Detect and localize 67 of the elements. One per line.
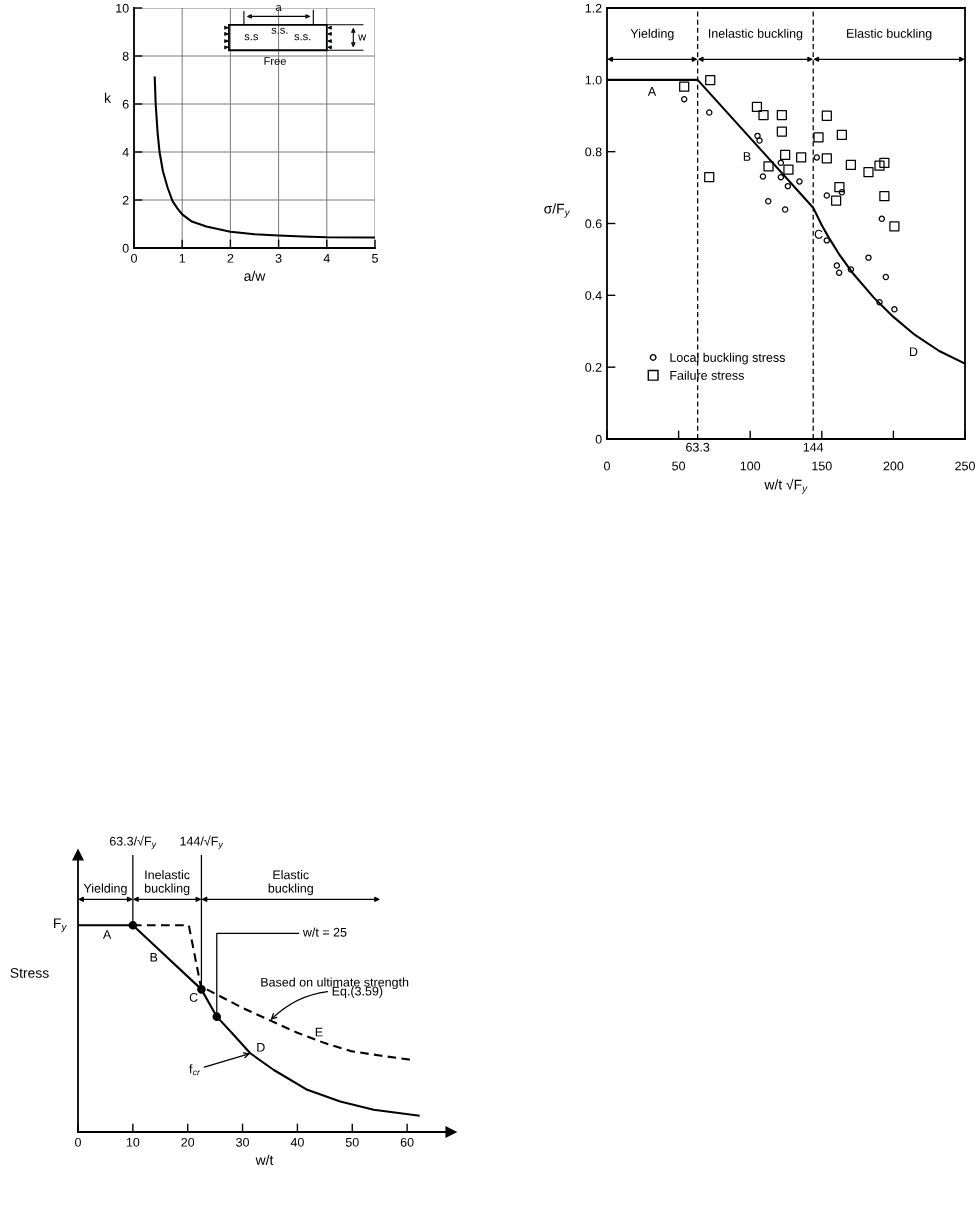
x-axis-title: w/t √F$_{y}$: [764, 478, 808, 494]
x-tick-label: 1: [179, 254, 186, 263]
annotation: C: [814, 229, 823, 239]
text: F$_{y}$: [54, 918, 67, 933]
text: Inelastic buckling: [145, 870, 190, 896]
annotation: s.s: [244, 34, 259, 41]
annotation: w/t = 25: [302, 927, 347, 937]
x-tick-label: 30: [236, 1137, 250, 1147]
annotation: a: [275, 5, 282, 12]
annotation: E: [315, 1027, 323, 1037]
y-tick-label: 1.0: [585, 75, 602, 85]
x-tick-label: 40: [290, 1137, 304, 1147]
legend-label: Local buckling stress: [670, 352, 785, 365]
text: Elastic buckling: [268, 870, 313, 896]
x-tick-label: 200: [883, 461, 904, 471]
x-tick-label: 50: [345, 1137, 359, 1147]
annotation: w: [358, 34, 367, 41]
annotation: Free: [264, 57, 286, 65]
x-tick-label: 3: [275, 253, 282, 263]
annotation: D: [909, 347, 918, 357]
annotation: Inelastic buckling: [708, 28, 803, 41]
y-axis-title: σ/F$_{y}$: [544, 203, 571, 218]
x-tick-label: 5: [372, 254, 378, 263]
y-tick-label: 8: [122, 51, 129, 61]
annotation: C: [189, 992, 198, 1002]
text: Yielding: [83, 883, 127, 896]
legend-label: Failure stress: [670, 370, 744, 380]
x-tick-label: 2: [227, 253, 234, 263]
annotation: s.s.: [294, 34, 311, 41]
x-tick-label: 60: [400, 1137, 414, 1147]
annotation: Yielding: [630, 28, 674, 41]
ref-line-label: 144: [803, 442, 824, 452]
x-tick-label: 20: [181, 1137, 195, 1147]
y-axis-title: Stress: [10, 968, 49, 978]
x-tick-label: 0: [131, 253, 137, 263]
ref-line-label: 144/√F$_{y}$: [180, 835, 224, 850]
x-tick-label: 0: [604, 461, 610, 471]
annotation: B: [150, 952, 158, 962]
x-tick-label: 4: [323, 254, 330, 263]
x-axis-title: a/w: [244, 270, 266, 281]
y-tick-label: 0.8: [585, 147, 602, 157]
y-tick-label: 0.6: [585, 219, 602, 229]
y-tick-label: 0: [595, 434, 602, 444]
annotation: D: [257, 1042, 265, 1052]
annotation: A: [647, 87, 657, 96]
ref-line-label: 63.3: [686, 442, 710, 452]
x-tick-label: 250: [955, 461, 975, 471]
annotation: s.s.: [271, 27, 288, 34]
y-tick-label: 0.2: [585, 362, 602, 372]
y-tick-label: 2: [122, 195, 129, 205]
annotation: Elastic buckling: [847, 28, 932, 41]
x-tick-label: 0: [75, 1137, 81, 1147]
x-tick-label: 150: [812, 461, 832, 471]
y-axis-title: k: [104, 92, 111, 103]
annotation: f$_{cr}$: [189, 1064, 201, 1076]
y-tick-label: 0.4: [585, 291, 602, 300]
annotation: B: [743, 152, 751, 161]
ref-line-label: 63.3/√F$_{y}$: [109, 835, 157, 850]
annotation: A: [102, 930, 112, 939]
y-tick-label: 10: [116, 3, 129, 13]
y-tick-label: 1.2: [585, 3, 602, 13]
y-tick-label: 6: [122, 99, 129, 109]
x-tick-label: 50: [672, 461, 686, 471]
x-axis-title: w/t: [255, 1154, 274, 1165]
y-tick-label: 0: [122, 243, 129, 253]
x-tick-label: 100: [740, 461, 761, 471]
y-tick-label: 4: [122, 147, 129, 157]
